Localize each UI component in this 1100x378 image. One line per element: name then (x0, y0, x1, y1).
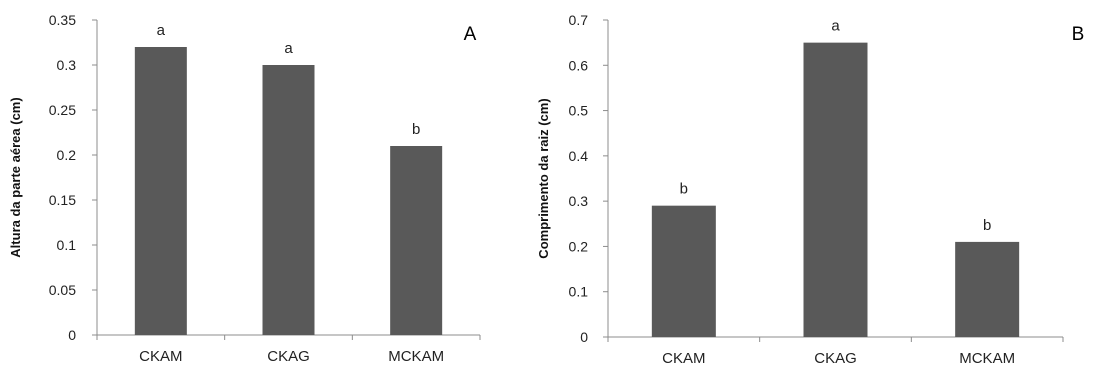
y-axis-title: Altura da parte aérea (cm) (8, 97, 23, 257)
x-category-label: MCKAM (388, 348, 444, 365)
y-tick-label: 0.4 (569, 148, 589, 164)
y-tick-label: 0.1 (57, 237, 77, 253)
y-tick-label: 0.25 (49, 102, 76, 118)
significance-letter: a (284, 40, 293, 57)
bar-ckag (262, 65, 315, 335)
x-category-label: CKAG (814, 350, 857, 367)
y-tick-label: 0.7 (569, 12, 589, 28)
y-tick-label: 0.35 (49, 12, 76, 28)
y-tick-label: 0.1 (569, 284, 589, 300)
bar-mckam (955, 241, 1020, 337)
y-tick-label: 0.05 (49, 282, 76, 298)
y-axis-title: Comprimento da raiz (cm) (536, 98, 551, 258)
y-tick-label: 0 (580, 329, 588, 345)
bar-ckam (134, 47, 187, 335)
y-tick-label: 0.6 (569, 57, 589, 73)
y-tick-label: 0.5 (569, 103, 589, 119)
x-category-label: CKAG (267, 348, 310, 365)
bar-ckag (803, 42, 868, 338)
y-tick-label: 0.2 (569, 238, 589, 254)
y-tick-label: 0.3 (569, 193, 589, 209)
chart-panel-b: 0 0.1 0.2 0.3 0.4 0.5 0.6 0.7 b CKAM a CKAG b MCKAM Co… (536, 12, 1084, 367)
significance-letter: a (157, 22, 166, 39)
y-tick-label: 0.3 (57, 57, 77, 73)
bar-mckam (390, 146, 443, 335)
significance-letter: b (680, 181, 688, 198)
bar-ckam (651, 205, 716, 337)
y-tick-label: 0 (68, 327, 76, 343)
x-category-label: CKAM (139, 348, 182, 365)
significance-letter: b (983, 217, 991, 234)
panel-letter: A (464, 24, 477, 45)
chart-panel-a: 0 0.05 0.1 0.15 0.2 0.25 0.3 0.35 a CKAM a CKAG b MCK… (8, 12, 481, 365)
y-tick-label: 0.2 (57, 147, 77, 163)
y-tick-label: 0.15 (49, 192, 76, 208)
x-category-label: MCKAM (959, 350, 1015, 367)
x-category-label: CKAM (662, 350, 705, 367)
panel-letter: B (1072, 24, 1085, 45)
significance-letter: a (831, 18, 840, 35)
significance-letter: b (412, 121, 420, 138)
